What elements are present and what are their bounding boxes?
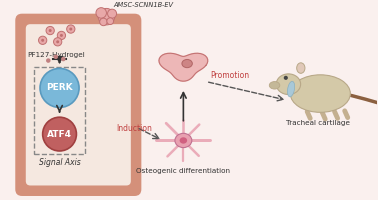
Circle shape <box>49 29 52 32</box>
Text: Osteogenic differentiation: Osteogenic differentiation <box>136 168 230 174</box>
Text: AMSC-SCNN1B-EV: AMSC-SCNN1B-EV <box>113 2 173 8</box>
Text: Tracheal cartilage: Tracheal cartilage <box>287 120 350 126</box>
Text: Promotion: Promotion <box>211 71 250 80</box>
Polygon shape <box>159 53 208 81</box>
Text: PF127-Hydrogel: PF127-Hydrogel <box>27 52 85 58</box>
Circle shape <box>108 9 116 18</box>
Circle shape <box>54 38 62 46</box>
Circle shape <box>98 8 115 25</box>
Circle shape <box>60 34 63 37</box>
Ellipse shape <box>290 75 350 112</box>
Text: Induction: Induction <box>116 124 152 133</box>
Circle shape <box>69 28 72 31</box>
Ellipse shape <box>297 63 305 73</box>
Circle shape <box>46 26 54 35</box>
Circle shape <box>56 40 59 43</box>
FancyBboxPatch shape <box>15 14 141 196</box>
Ellipse shape <box>175 133 192 148</box>
Circle shape <box>100 18 107 26</box>
Ellipse shape <box>269 82 280 89</box>
Circle shape <box>107 18 113 25</box>
Ellipse shape <box>180 137 187 144</box>
Circle shape <box>40 68 79 107</box>
Circle shape <box>61 57 65 61</box>
Text: PERK: PERK <box>46 83 73 92</box>
Circle shape <box>67 25 75 33</box>
Circle shape <box>96 8 107 18</box>
Circle shape <box>39 36 47 44</box>
Circle shape <box>284 76 288 80</box>
Circle shape <box>41 39 44 42</box>
Text: Signal Axis: Signal Axis <box>39 158 81 167</box>
Circle shape <box>57 31 65 40</box>
Ellipse shape <box>182 59 192 68</box>
Text: ATF4: ATF4 <box>47 130 72 139</box>
Circle shape <box>43 117 76 151</box>
Ellipse shape <box>287 81 295 97</box>
Circle shape <box>54 55 58 59</box>
FancyBboxPatch shape <box>26 24 131 185</box>
Ellipse shape <box>276 74 301 95</box>
Circle shape <box>46 58 51 63</box>
